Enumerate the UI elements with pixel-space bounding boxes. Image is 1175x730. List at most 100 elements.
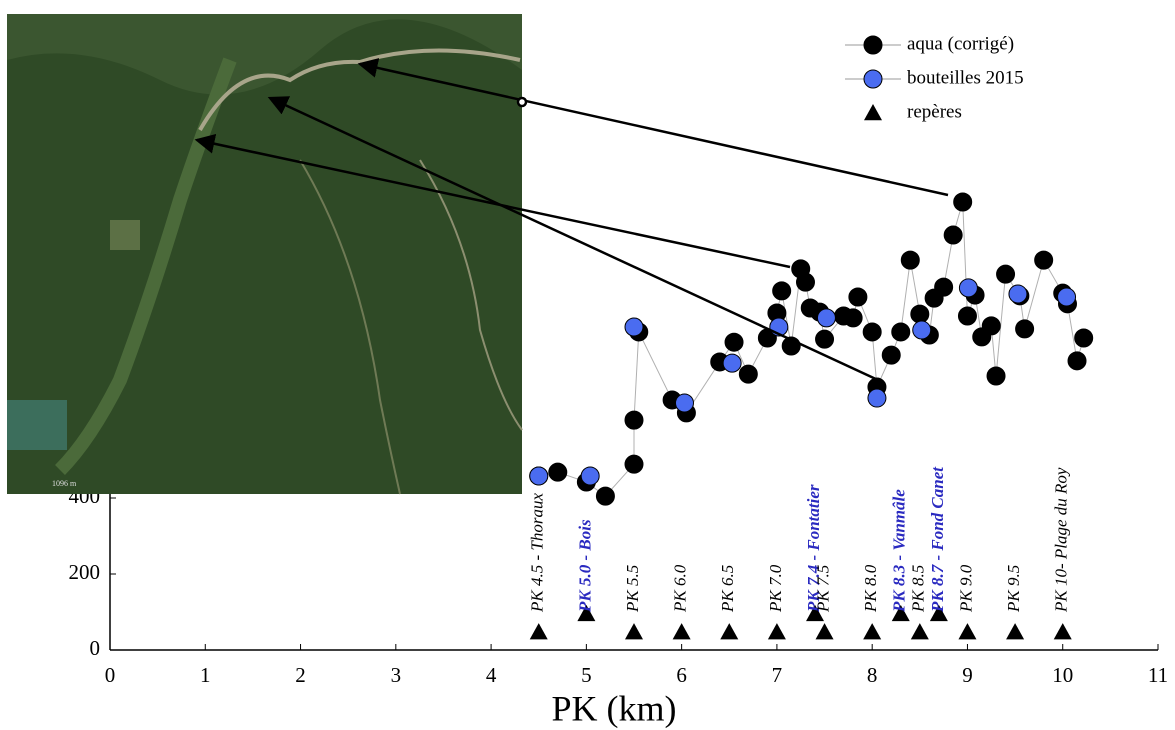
x-axis-title: PK (km) xyxy=(552,688,677,728)
marker-point xyxy=(891,322,911,342)
legend-label: aqua (corrigé) xyxy=(907,33,1014,54)
marker-point xyxy=(674,393,694,413)
road xyxy=(419,159,523,431)
marker-point xyxy=(957,306,977,326)
point-label: PK 7.5 xyxy=(813,565,832,613)
x-tick-label: 6 xyxy=(676,663,687,687)
marker-triangle xyxy=(958,623,977,640)
marker-point xyxy=(724,332,744,352)
scale-label: 1096 m xyxy=(52,479,77,488)
legend-marker xyxy=(863,35,883,55)
satellite-image: 1096 m xyxy=(7,14,523,495)
point-label: PK 7.0 xyxy=(766,564,785,613)
marker-triangle xyxy=(806,604,825,622)
marker-point xyxy=(624,454,644,474)
marker-point xyxy=(624,317,644,337)
marker-triangle xyxy=(672,623,691,640)
x-tick-label: 5 xyxy=(581,663,592,687)
point-label: PK 9.0 xyxy=(956,564,975,613)
marker-triangle xyxy=(929,604,948,622)
marker-point xyxy=(867,388,887,408)
marker-point xyxy=(772,281,792,301)
y-tick-label: 0 xyxy=(90,636,101,660)
x-tick-label: 2 xyxy=(295,663,306,687)
river xyxy=(198,48,521,131)
marker-point xyxy=(953,192,973,212)
marker-point xyxy=(795,272,815,292)
marker-triangle xyxy=(815,623,834,640)
marker-point xyxy=(595,486,615,506)
marker-triangle xyxy=(891,604,910,622)
point-label: PK 5.0 - Bois xyxy=(575,519,594,613)
marker-triangle xyxy=(625,623,643,640)
marker-point xyxy=(816,308,836,328)
marker-point xyxy=(986,366,1006,386)
marker-point xyxy=(862,322,882,342)
legend-marker xyxy=(863,69,883,89)
legend-label: bouteilles 2015 xyxy=(907,67,1024,88)
arrows xyxy=(194,58,949,382)
marker-point xyxy=(1008,284,1028,304)
point-label: PK 8.5 xyxy=(909,565,928,613)
marker-point xyxy=(1057,287,1077,307)
marker-point xyxy=(843,308,863,328)
marker-point xyxy=(981,316,1001,336)
legend: aqua (corrigé) bouteilles 2015 repères xyxy=(845,33,1024,122)
arrow xyxy=(267,96,879,382)
point-label: PK 8.3 - Vanmâle xyxy=(890,489,909,613)
marker-point xyxy=(529,466,549,486)
x-tick-label: 1 xyxy=(200,663,211,687)
marker-point xyxy=(912,320,932,340)
point-label: PK 8.7 - Fond Canet xyxy=(928,466,947,613)
marker-triangle xyxy=(1006,623,1025,640)
marker-point xyxy=(1074,328,1094,348)
legend-marker xyxy=(864,104,882,121)
terrain xyxy=(55,57,237,475)
terrain xyxy=(7,14,522,95)
point-label: PK 7.4 - Fontatier xyxy=(804,484,823,613)
marker-point xyxy=(722,353,742,373)
point-label: PK 5.5 xyxy=(623,565,642,613)
marker-point xyxy=(815,329,835,349)
marker-point xyxy=(1067,351,1087,371)
point-label: PK 8.0 xyxy=(861,564,880,613)
marker-triangle xyxy=(720,623,739,640)
marker-point xyxy=(996,264,1016,284)
point-label: PK 6.5 xyxy=(718,565,737,613)
marker-triangle xyxy=(529,623,548,640)
x-tick-label: 8 xyxy=(867,663,878,687)
road xyxy=(299,159,401,495)
lake xyxy=(7,400,67,450)
x-tick-label: 0 xyxy=(105,663,116,687)
marker-point xyxy=(934,277,954,297)
x-tick-label: 7 xyxy=(772,663,783,687)
x-tick-label: 9 xyxy=(962,663,973,687)
marker-triangle xyxy=(863,623,882,640)
marker-point xyxy=(900,250,920,270)
point-label: PK 9.5 xyxy=(1004,565,1023,613)
y-tick-label: 200 xyxy=(69,560,101,584)
x-tick-label: 11 xyxy=(1148,663,1168,687)
point-label: PK 10- Plage du Roy xyxy=(1052,467,1071,613)
arrow xyxy=(357,58,949,197)
point-label: PK 4.5 - Thoraux xyxy=(528,493,547,613)
x-tick-label: 4 xyxy=(486,663,497,687)
marker-triangle xyxy=(1053,623,1072,640)
marker-triangle xyxy=(910,623,929,640)
marker-point xyxy=(1015,319,1035,339)
field xyxy=(110,220,140,250)
marker-point xyxy=(1034,250,1054,270)
marker-point xyxy=(910,304,930,324)
x-tick-label: 3 xyxy=(391,663,402,687)
legend-label: repères xyxy=(907,101,962,122)
marker-point xyxy=(580,466,600,486)
x-tick-label: 10 xyxy=(1052,663,1073,687)
image-background xyxy=(7,14,522,494)
arrow xyxy=(194,133,791,269)
marker-point xyxy=(548,462,568,482)
marker-point xyxy=(881,345,901,365)
marker-point xyxy=(624,410,644,430)
marker-point xyxy=(848,287,868,307)
arrow-origin xyxy=(516,96,528,108)
